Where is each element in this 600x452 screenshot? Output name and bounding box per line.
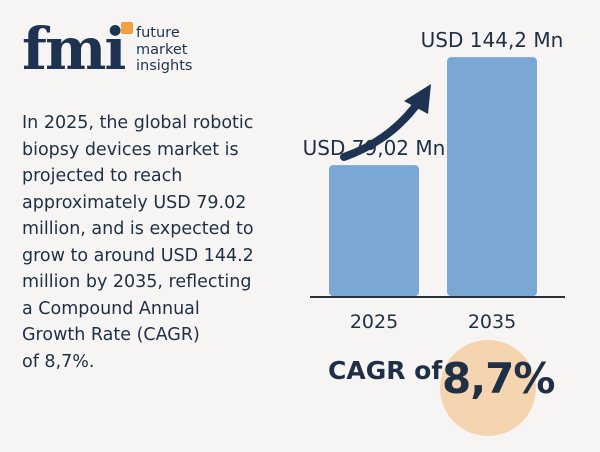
description-line: grow to around USD 144.2 bbox=[22, 245, 254, 266]
description-line: Growth Rate (CAGR) bbox=[22, 325, 200, 345]
cagr-prefix: CAGR of bbox=[328, 356, 443, 385]
market-description: In 2025, the global robotic biopsy devic… bbox=[22, 110, 312, 375]
brand-logo: fmi future market insights bbox=[22, 16, 222, 88]
logo-mark: fmi bbox=[22, 15, 126, 83]
growth-arrow-icon bbox=[340, 96, 424, 161]
description-line: of 8,7%. bbox=[22, 351, 95, 372]
logo-word: market bbox=[136, 41, 188, 58]
description-line: a Compound Annual bbox=[22, 298, 200, 319]
bar-2035 bbox=[447, 57, 537, 297]
bar-2025 bbox=[329, 165, 419, 296]
category-label: 2035 bbox=[468, 311, 516, 333]
category-label: 2025 bbox=[350, 311, 398, 333]
description-line: In 2025, the global robotic bbox=[22, 113, 254, 133]
description-line: million, and is expected to bbox=[22, 219, 254, 239]
description-line: million by 2035, reflecting bbox=[22, 272, 252, 292]
cagr-badge bbox=[440, 340, 536, 436]
description-line: projected to reach bbox=[22, 166, 183, 186]
description-line: biopsy devices market is bbox=[22, 139, 239, 160]
cagr-value: 8,7% bbox=[442, 354, 555, 403]
growth-arrowhead-icon bbox=[404, 84, 431, 114]
description-line: approximately USD 79.02 bbox=[22, 192, 247, 213]
logo-word: future bbox=[136, 25, 180, 41]
logo-word: insights bbox=[136, 58, 193, 74]
logo-accent-dot bbox=[121, 22, 133, 34]
bar-value-label: USD 144,2 Mn bbox=[421, 28, 564, 52]
logo-wordmark: future market insights bbox=[136, 25, 192, 75]
